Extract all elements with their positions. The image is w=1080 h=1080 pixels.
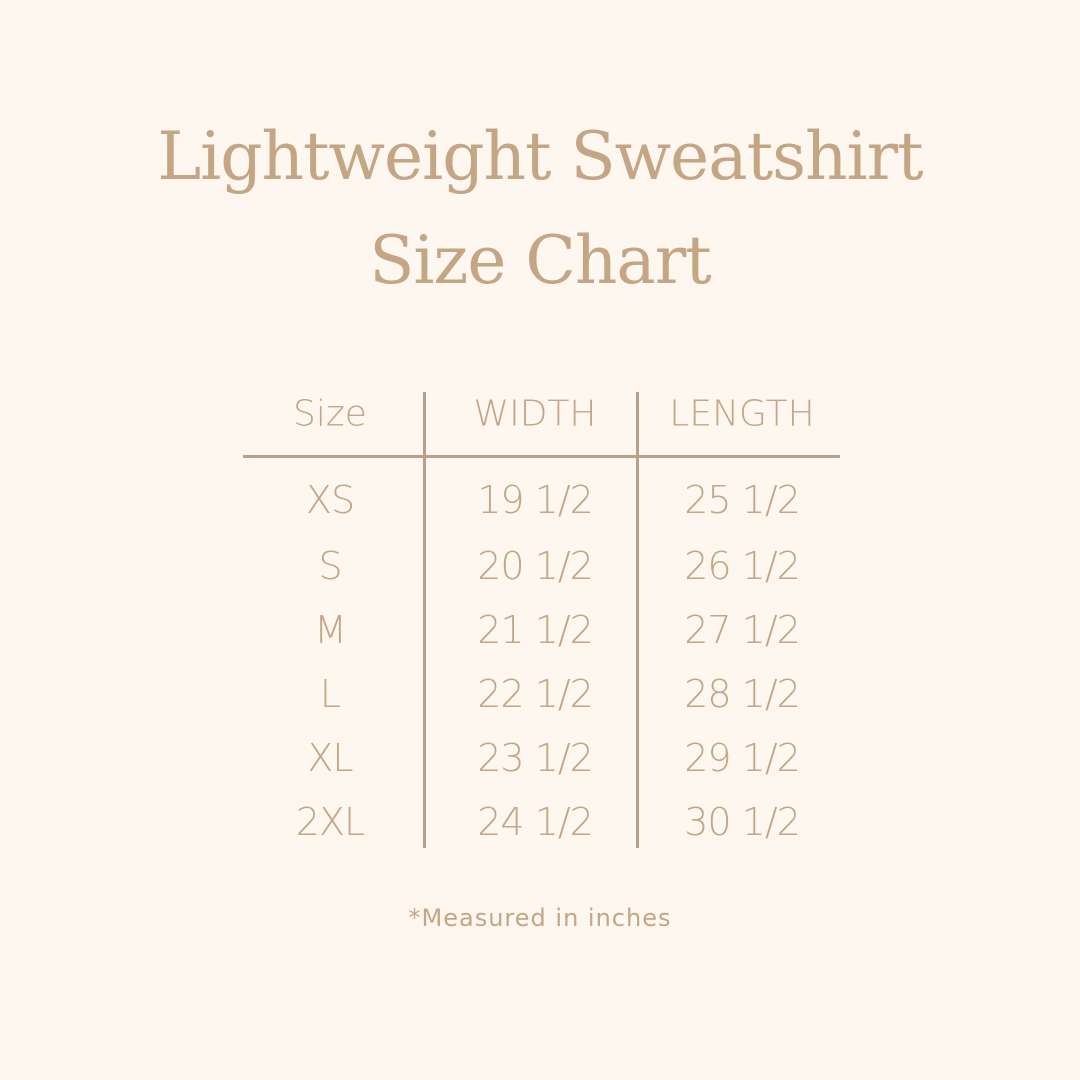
header-divider [243, 455, 840, 458]
cell-size: M [314, 608, 347, 652]
title-line-1: Lightweight Sweatshirt [157, 118, 923, 195]
header-length: LENGTH [669, 393, 815, 435]
cell-size: XS [305, 478, 355, 522]
measurement-note: *Measured in inches [408, 904, 672, 932]
header-width: WIDTH [473, 393, 597, 435]
cell-width: 21 1/2 [477, 608, 594, 652]
cell-size: XL [307, 736, 353, 780]
cell-length: 29 1/2 [684, 736, 801, 780]
cell-length: 30 1/2 [684, 800, 801, 844]
column-divider [636, 392, 639, 848]
cell-width: 19 1/2 [477, 478, 594, 522]
cell-width: 20 1/2 [477, 544, 594, 588]
cell-length: 25 1/2 [684, 478, 801, 522]
cell-size: 2XL [295, 800, 365, 844]
cell-length: 28 1/2 [684, 672, 801, 716]
cell-size: S [318, 544, 342, 588]
cell-width: 22 1/2 [477, 672, 594, 716]
cell-width: 24 1/2 [477, 800, 594, 844]
cell-width: 23 1/2 [477, 736, 594, 780]
cell-length: 27 1/2 [684, 608, 801, 652]
cell-size: L [319, 672, 341, 716]
title-line-2: Size Chart [369, 222, 712, 299]
cell-length: 26 1/2 [684, 544, 801, 588]
column-divider [423, 392, 426, 848]
header-size: Size [293, 393, 367, 435]
